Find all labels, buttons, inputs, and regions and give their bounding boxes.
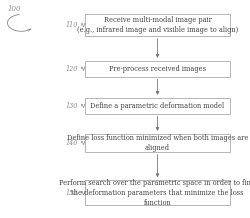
FancyBboxPatch shape [85,181,230,205]
Text: 130: 130 [65,102,78,110]
Text: Define loss function minimized when both images are
aligned: Define loss function minimized when both… [67,134,248,152]
Text: 110: 110 [65,21,78,29]
Text: 100: 100 [8,5,21,14]
FancyBboxPatch shape [85,134,230,152]
FancyBboxPatch shape [85,98,230,114]
Text: 140: 140 [65,139,78,147]
Text: Pre-process received images: Pre-process received images [109,65,206,73]
Text: Perform search over the parametric space in order to find
the deformation parame: Perform search over the parametric space… [60,179,250,207]
FancyBboxPatch shape [85,61,230,77]
Text: 120: 120 [65,65,78,73]
Text: Define a parametric deformation model: Define a parametric deformation model [90,102,224,110]
FancyBboxPatch shape [85,14,230,36]
Text: Receive multi-modal image pair
(e.g., infrared image and visible image to align): Receive multi-modal image pair (e.g., in… [77,16,238,34]
Text: 150: 150 [65,189,78,197]
